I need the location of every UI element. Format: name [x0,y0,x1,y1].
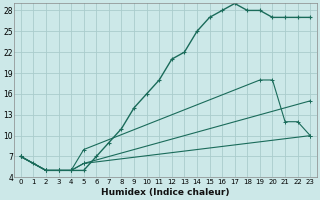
X-axis label: Humidex (Indice chaleur): Humidex (Indice chaleur) [101,188,230,197]
